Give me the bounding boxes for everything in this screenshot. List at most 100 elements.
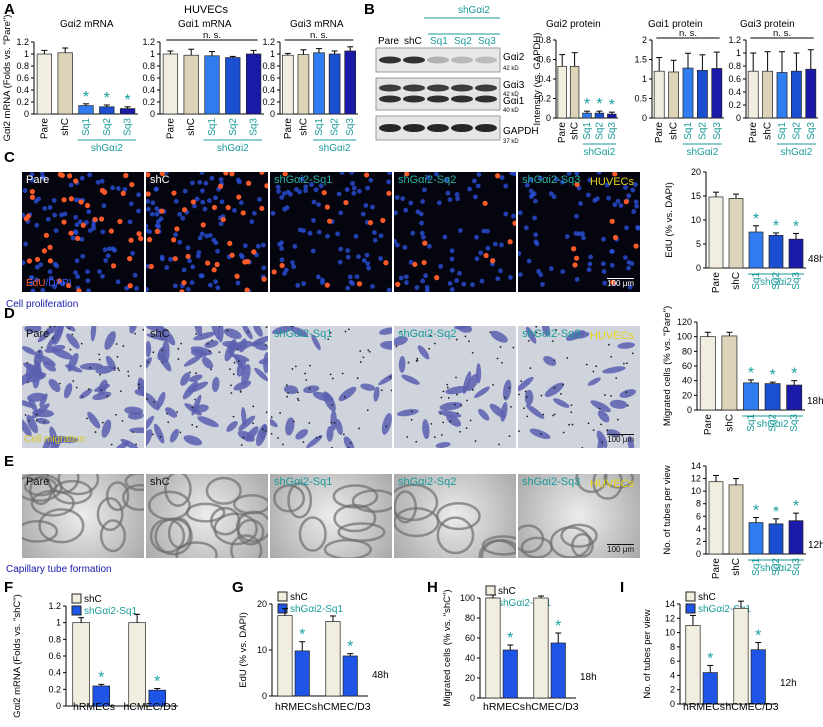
micrograph-tube-5: shGαi2-Sq3 HUVECs 100 μm	[518, 474, 640, 558]
edu-nucleus	[129, 181, 135, 188]
membrane-pore	[466, 399, 468, 402]
panel-label-g: G	[232, 579, 244, 596]
x-tick-label: shC	[731, 558, 742, 576]
membrane-pore	[331, 404, 333, 407]
dapi-nucleus	[622, 255, 628, 260]
edu-nucleus	[321, 190, 327, 196]
dapi-nucleus	[279, 257, 285, 263]
bar	[721, 335, 738, 411]
migrated-cell	[544, 382, 564, 398]
dapi-nucleus	[74, 258, 80, 264]
y-tick-label: 0.4	[538, 74, 551, 84]
edu-nucleus	[380, 217, 386, 224]
migrated-cell	[124, 406, 144, 415]
dapi-nucleus	[533, 232, 539, 238]
y-tick-label: 0.4	[262, 85, 275, 95]
membrane-pore	[439, 412, 442, 415]
time-label: 18h	[807, 396, 823, 407]
membrane-pore	[194, 398, 196, 401]
membrane-pore	[607, 343, 610, 346]
dapi-nucleus	[364, 252, 370, 258]
membrane-pore	[367, 349, 370, 352]
membrane-pore	[329, 331, 332, 334]
migrated-cell	[153, 423, 165, 444]
dapi-nucleus	[163, 172, 169, 175]
membrane-pore	[400, 330, 403, 333]
migrated-cell	[476, 363, 482, 384]
membrane-pore	[94, 431, 97, 433]
migrated-cell	[41, 436, 52, 448]
migrated-cell	[180, 372, 191, 386]
membrane-pore	[508, 435, 511, 438]
membrane-pore	[135, 443, 137, 446]
y-tick-label: 0	[470, 693, 475, 703]
migrated-cell	[290, 326, 308, 337]
y-tick-label: 20	[465, 673, 475, 683]
membrane-pore	[98, 353, 101, 356]
dapi-nucleus	[206, 198, 212, 204]
micrograph-migration-5: shGαi2-Sq3 HUVECs 100 μm	[518, 326, 640, 448]
membrane-pore	[540, 432, 542, 435]
membrane-pore	[40, 346, 43, 349]
significance-star: *	[791, 366, 797, 383]
group-label: shGαi2	[91, 143, 123, 154]
significance-star: *	[769, 367, 775, 384]
edu-nucleus	[261, 276, 267, 282]
bar	[57, 52, 73, 115]
membrane-pore	[52, 337, 54, 339]
migrated-cell	[306, 435, 323, 448]
membrane-pore	[137, 383, 140, 386]
x-tick-label: shC	[570, 122, 581, 140]
edu-nucleus	[127, 256, 133, 262]
migrated-cell	[553, 398, 570, 408]
membrane-pore	[329, 373, 332, 376]
dapi-nucleus	[261, 265, 267, 271]
dapi-nucleus	[587, 261, 593, 267]
blot-kd-42b: 42 kD	[503, 92, 519, 98]
dapi-nucleus	[199, 231, 205, 237]
huvecs-header: HUVECs	[184, 4, 229, 16]
blot-lane-sq3: Sq3	[478, 36, 496, 47]
dapi-nucleus	[602, 280, 608, 286]
dapi-nucleus	[574, 172, 580, 176]
dapi-nucleus	[526, 258, 532, 264]
membrane-pore	[191, 423, 194, 426]
dapi-nucleus	[499, 175, 505, 181]
edu-nucleus	[234, 273, 240, 279]
membrane-pore	[287, 392, 289, 394]
edu-nucleus	[171, 190, 177, 196]
edu-nucleus	[623, 199, 629, 205]
membrane-pore	[631, 352, 634, 355]
edu-nucleus	[138, 235, 144, 242]
dapi-nucleus	[199, 273, 205, 279]
dapi-nucleus	[524, 182, 530, 188]
y-tick-label: 15	[691, 191, 701, 201]
legend-label-sq1: shGαi2-Sq1	[498, 598, 551, 609]
x-tick-label: Sq2	[791, 122, 802, 140]
dapi-nucleus	[74, 222, 80, 228]
migrated-cell	[326, 425, 334, 442]
dapi-nucleus	[249, 219, 255, 225]
y-tick-label: 6	[696, 511, 701, 521]
x-tick-label: Pare	[39, 118, 50, 140]
blot-label-gai3: Gαi3	[503, 80, 525, 91]
dapi-nucleus	[587, 177, 593, 183]
dapi-nucleus	[79, 236, 85, 242]
bar	[728, 484, 744, 555]
blot-lane-sq2: Sq2	[454, 36, 472, 47]
membrane-pore	[447, 397, 450, 399]
dapi-nucleus	[467, 186, 472, 192]
x-tick-label: Pare	[711, 558, 722, 580]
x-tick-label: Sq3	[791, 558, 802, 576]
blot-band	[379, 95, 401, 103]
ns-label: n. s.	[310, 30, 328, 41]
legend-label-shc: shC	[698, 592, 716, 603]
y-tick-label: 8	[670, 642, 675, 652]
chart-a1: 0 0.2 0.4 0.6 0.8 1 1.2 Gαi2 mRNA Gαi2 mRNA (Fol…	[2, 15, 138, 154]
dapi-nucleus	[538, 272, 544, 278]
membrane-pore	[309, 364, 311, 367]
membrane-pore	[26, 362, 29, 364]
dapi-nucleus	[85, 278, 91, 284]
dapi-nucleus	[30, 288, 36, 292]
